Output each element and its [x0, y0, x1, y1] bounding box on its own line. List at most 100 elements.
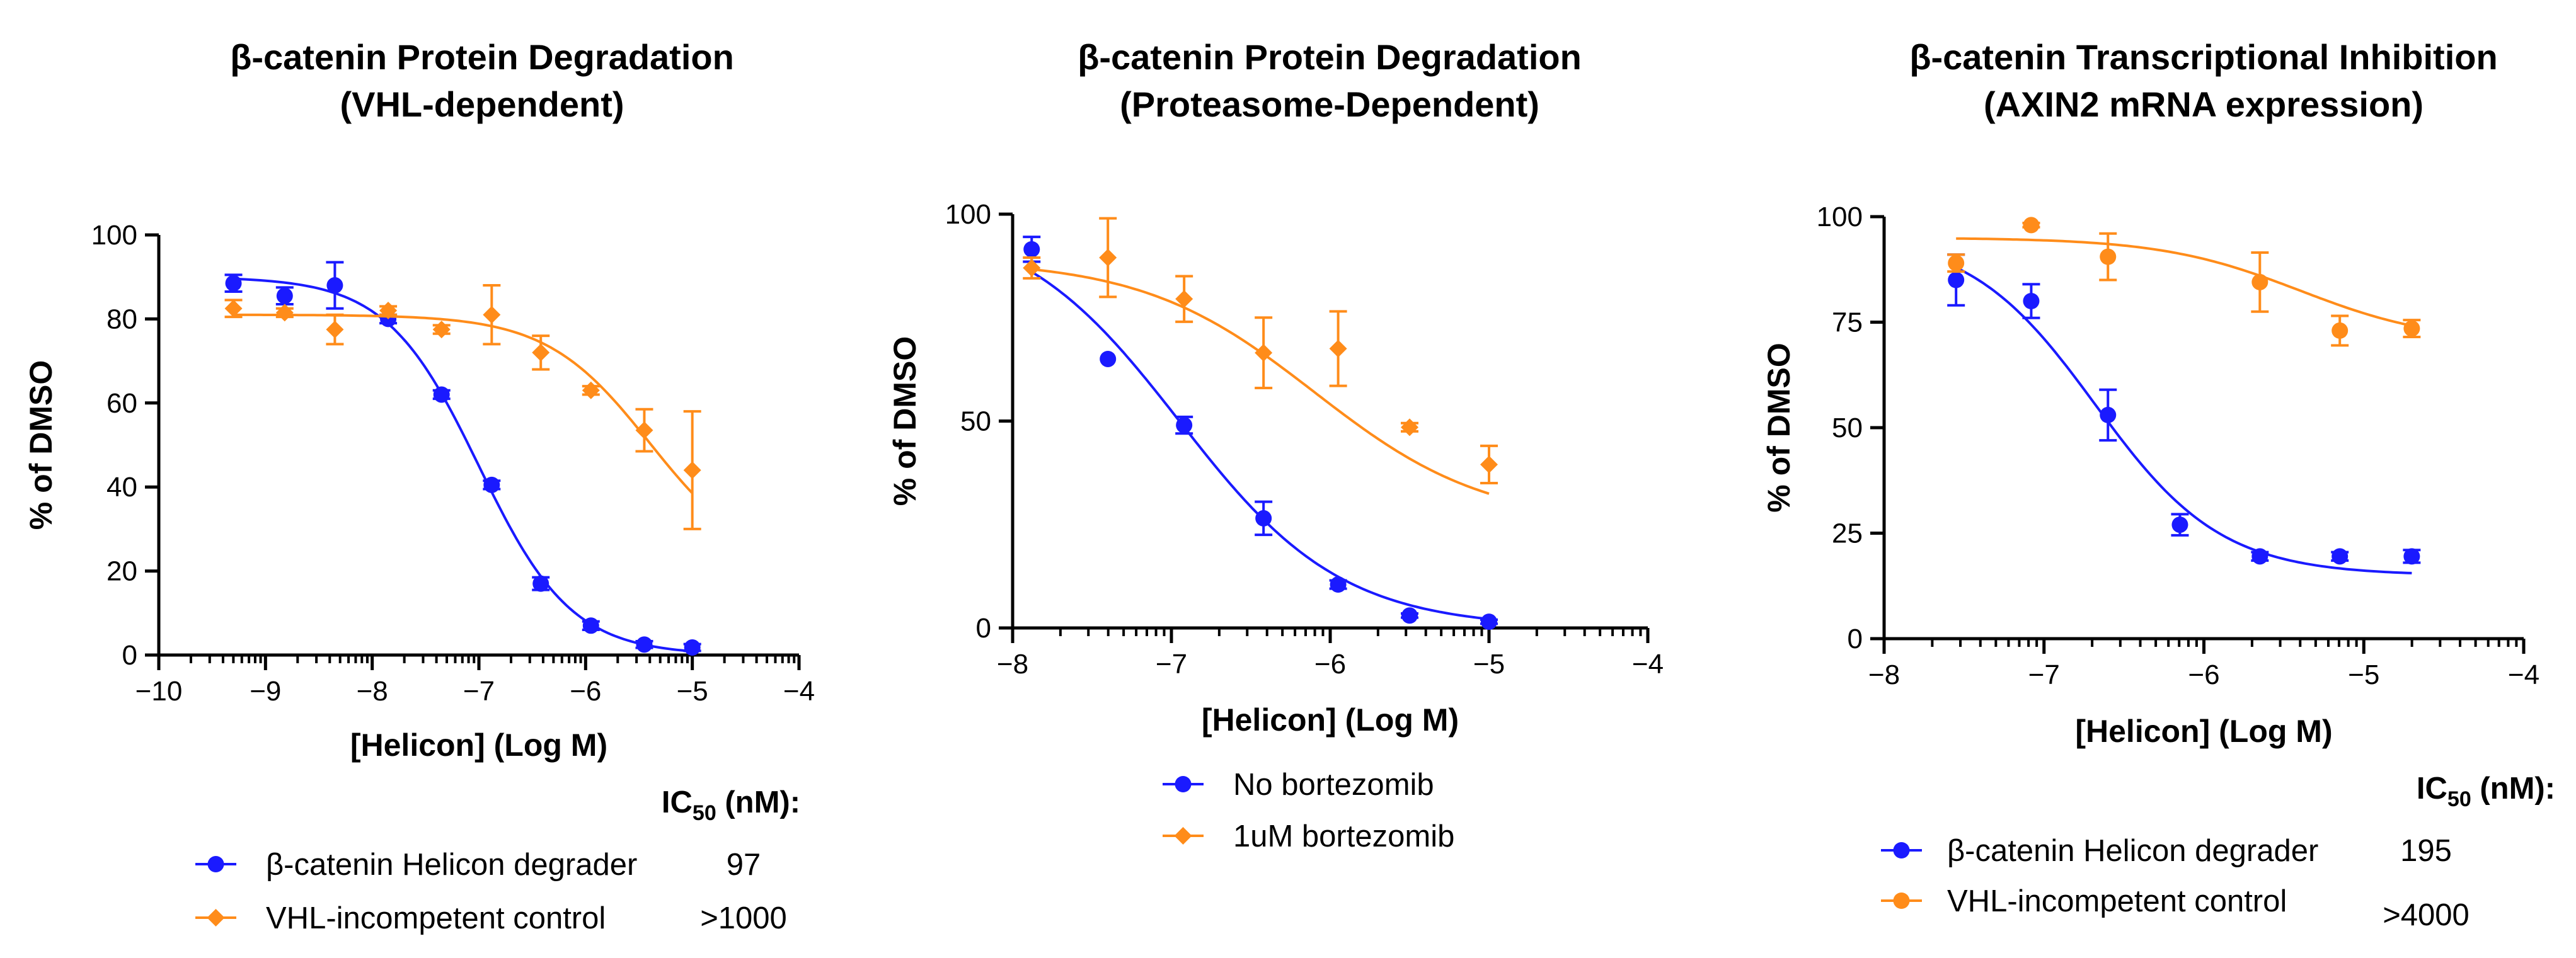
data-point [1480, 455, 1498, 474]
data-point [582, 617, 599, 634]
data-point [2023, 217, 2040, 234]
y-axis-label: % of DMSO [23, 360, 59, 530]
y-tick-label: 100 [945, 199, 991, 230]
data-point [2251, 273, 2268, 290]
data-point [326, 277, 343, 294]
ic50-header: IC50 (nM): [2417, 772, 2555, 811]
ic50-value: >1000 [700, 901, 787, 935]
x-tick-label: −8 [357, 676, 388, 707]
chart-2: β-catenin Protein Degradation (Proteasome… [887, 37, 1664, 853]
x-tick-label: −8 [997, 649, 1028, 680]
data-point [483, 476, 500, 493]
data-point [1023, 259, 1041, 277]
data-point [2171, 516, 2188, 533]
y-tick-label: 50 [960, 406, 991, 437]
data-point [1175, 290, 1193, 308]
x-tick-label: −5 [1473, 649, 1505, 680]
series-2 [1947, 217, 2421, 347]
fit-curve [1031, 268, 1490, 495]
legend-marker [1174, 827, 1192, 845]
data-point [2332, 322, 2349, 339]
data-point [2100, 406, 2117, 423]
data-point [1099, 248, 1117, 266]
x-tick-label: −4 [783, 676, 815, 707]
series-2 [1023, 217, 1498, 495]
fit-curve [1956, 237, 2412, 328]
chart-title: β-catenin Transcriptional Inhibition [1909, 37, 2497, 77]
data-point [379, 302, 398, 320]
data-point [276, 287, 293, 304]
y-axis-label: % of DMSO [1761, 343, 1797, 512]
y-tick-label: 20 [106, 556, 137, 587]
chart-title: (AXIN2 mRNA expression) [1984, 84, 2424, 124]
ic50-value: 97 [727, 848, 761, 882]
data-point [1100, 350, 1117, 367]
x-tick-label: −4 [2508, 659, 2539, 690]
data-point [326, 321, 344, 339]
data-point [225, 275, 242, 292]
y-tick-label: 0 [1848, 624, 1863, 654]
y-tick-label: 75 [1832, 307, 1863, 338]
y-tick-label: 60 [106, 388, 137, 419]
legend: IC50 (nM): β-catenin Helicon degrader 97 VH… [195, 785, 800, 935]
x-tick-label: −5 [677, 676, 708, 707]
legend-label: β-catenin Helicon degrader [266, 848, 637, 882]
data-point [532, 575, 549, 592]
data-point [2251, 548, 2268, 565]
fit-curve [233, 277, 693, 653]
x-tick-label: −9 [250, 676, 281, 707]
y-tick-label: 100 [91, 220, 137, 251]
chart-title: (Proteasome-Dependent) [1120, 84, 1539, 124]
fit-curve [233, 313, 694, 494]
legend: IC50 (nM): β-catenin Helicon degrader 195 V… [1881, 772, 2555, 932]
data-point [1176, 417, 1193, 434]
x-tick-label: −7 [463, 676, 495, 707]
series-1 [1023, 236, 1498, 630]
legend-marker [207, 856, 224, 872]
legend-label: β-catenin Helicon degrader [1947, 834, 2318, 868]
data-point [275, 304, 294, 322]
x-axis-label: [Helicon] (Log M) [2075, 714, 2332, 749]
data-point [2100, 248, 2117, 265]
legend-marker [1893, 892, 1910, 909]
y-tick-label: 25 [1832, 518, 1863, 549]
x-tick-label: −6 [2188, 659, 2219, 690]
data-point [432, 321, 451, 339]
x-tick-label: −6 [570, 676, 601, 707]
data-point [2023, 293, 2040, 309]
series-2 [224, 284, 701, 530]
x-axis-label: [Helicon] (Log M) [1202, 702, 1459, 738]
x-tick-label: −8 [1868, 659, 1900, 690]
ic50-header: IC50 (nM): [662, 785, 800, 825]
data-point [1023, 241, 1040, 258]
data-point [1401, 607, 1418, 624]
y-tick-label: 80 [106, 304, 137, 334]
data-point [636, 636, 653, 653]
x-axis-label: [Helicon] (Log M) [350, 727, 607, 763]
data-point [1948, 254, 1965, 271]
y-tick-label: 100 [1817, 202, 1863, 232]
x-tick-label: −6 [1314, 649, 1346, 680]
legend-label: No bortezomib [1233, 768, 1434, 802]
chart-title: β-catenin Protein Degradation [230, 37, 734, 77]
legend-marker [1175, 776, 1192, 792]
series-1 [224, 261, 701, 656]
ic50-value: 195 [2400, 834, 2452, 868]
legend-marker [1893, 842, 1910, 858]
chart-title: (VHL-dependent) [340, 84, 624, 124]
y-tick-label: 50 [1832, 413, 1863, 443]
y-tick-label: 40 [106, 472, 137, 503]
data-point [433, 386, 450, 403]
data-point [1401, 418, 1418, 436]
data-point [483, 305, 501, 324]
fit-curve [1031, 270, 1490, 620]
data-point [1255, 344, 1273, 362]
legend-label: VHL-incompetent control [266, 901, 606, 935]
x-tick-label: −4 [1632, 649, 1664, 680]
data-point [683, 461, 701, 479]
data-point [1948, 271, 1965, 288]
data-point [684, 639, 701, 656]
data-point [2332, 548, 2349, 565]
x-tick-label: −7 [2028, 659, 2060, 690]
y-axis-label: % of DMSO [887, 336, 923, 506]
